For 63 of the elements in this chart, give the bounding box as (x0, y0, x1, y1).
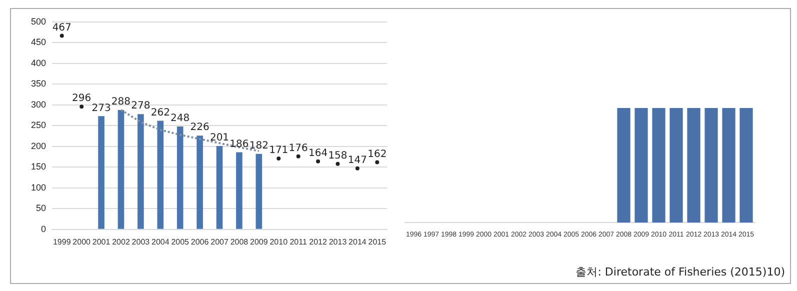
x-tick-label: 2003 (132, 237, 150, 246)
y-tick-label: 400 (30, 58, 46, 68)
data-label: 296 (72, 93, 92, 104)
y-tick-label: 250 (30, 120, 46, 130)
y-tick-label: 50 (36, 203, 46, 214)
x-tick-label: 2000 (72, 237, 92, 246)
bar (157, 120, 164, 229)
x-tick-label: 2008 (230, 237, 249, 246)
x-tick-label: 2011 (290, 237, 308, 246)
data-label: 182 (249, 140, 268, 152)
x-tick-label: 2001 (92, 237, 111, 246)
point (375, 160, 380, 164)
data-label: 273 (92, 102, 111, 114)
data-label: 176 (288, 142, 308, 154)
x-tick-label: 2015 (368, 237, 387, 246)
bar (196, 136, 203, 229)
data-label: 226 (190, 122, 210, 134)
data-label: 147 (348, 155, 367, 166)
data-label: 171 (269, 145, 288, 156)
data-label: 288 (111, 96, 131, 108)
point (296, 154, 300, 158)
data-label: 467 (52, 22, 72, 34)
point (80, 104, 84, 109)
source-note: 출처: Diretorate of Fisheries (2015)10) (576, 265, 785, 278)
x-tick-label: 2006 (190, 237, 210, 246)
x-tick-label: 1999 (52, 237, 72, 246)
point (316, 159, 320, 164)
data-label: 164 (308, 148, 328, 159)
x-tick-label: 2012 (309, 237, 328, 246)
x-tick-label: 2005 (171, 237, 190, 246)
y-tick-label: 350 (30, 78, 46, 89)
x-tick-label: 2014 (348, 237, 367, 246)
x-tick-label: 2009 (250, 237, 268, 246)
y-tick-label: 0 (41, 224, 46, 234)
x-tick-label: 2007 (210, 237, 229, 246)
bar (138, 114, 144, 229)
y-tick-label: 100 (30, 182, 46, 192)
x-tick-label: 2004 (151, 237, 170, 246)
data-label: 162 (368, 148, 387, 160)
bar (176, 126, 184, 229)
y-tick-label: 150 (30, 162, 46, 172)
y-tick-label: 500 (30, 16, 46, 26)
x-tick-label: 2010 (270, 237, 288, 246)
bar (256, 154, 262, 229)
point (276, 156, 281, 160)
y-tick-label: 200 (30, 140, 46, 151)
x-tick-label: 2013 (328, 237, 348, 246)
x-tick-label: 2002 (112, 237, 130, 246)
point (60, 34, 64, 38)
data-label: 186 (230, 138, 249, 150)
bar (236, 152, 242, 229)
data-label: 158 (328, 150, 348, 162)
y-tick-label: 300 (30, 99, 46, 110)
bar (98, 116, 104, 229)
bar (118, 110, 124, 229)
data-label: 201 (210, 132, 230, 144)
point (355, 166, 360, 170)
bar (216, 146, 223, 229)
data-label: 278 (131, 100, 150, 112)
point (336, 162, 340, 166)
data-label: 248 (170, 113, 190, 124)
data-label: 262 (150, 107, 170, 118)
y-tick-label: 450 (30, 37, 46, 48)
